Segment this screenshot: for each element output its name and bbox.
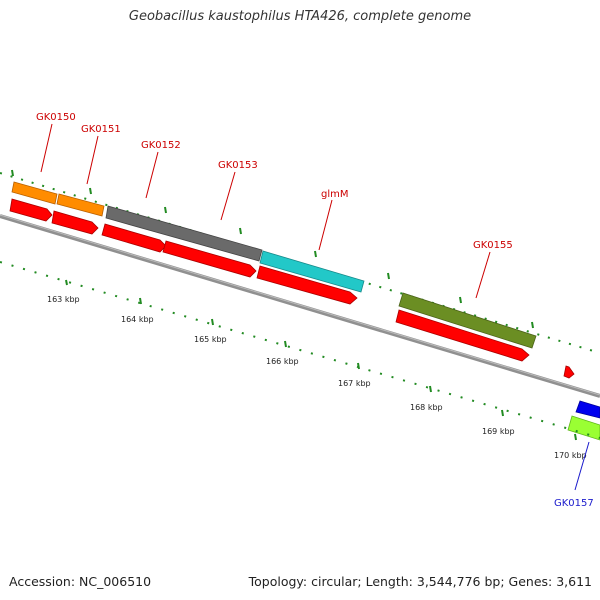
feature-blue-right[interactable] [575,400,600,419]
kbp-label: 169 kbp [482,427,515,436]
gene-label-glmm[interactable]: glmM [321,189,349,200]
gene-labels: GK0150 GK0151 GK0152 GK0153 glmM GK0155 … [36,112,594,509]
cds-arrow-1[interactable] [9,198,53,222]
feature-gk0151[interactable] [56,193,105,217]
gene-label-gk0150[interactable]: GK0150 [36,112,76,123]
gene-label-gk0153[interactable]: GK0153 [218,160,258,171]
kbp-label: 166 kbp [266,357,299,366]
cds-arrow-4[interactable] [162,240,257,278]
gene-label-gk0151[interactable]: GK0151 [81,124,121,135]
kbp-label: 164 kbp [121,315,154,324]
map-title: Geobacillus kaustophilus HTA426, complet… [128,9,472,24]
outer-major-ticks [11,169,534,329]
cds-arrow-6[interactable] [395,309,530,362]
gene-label-gk0157[interactable]: GK0157 [554,498,594,509]
kbp-label: 165 kbp [194,335,227,344]
feature-gk0155[interactable] [398,292,537,349]
feature-gk0157[interactable] [567,415,600,441]
topology-text: Topology: circular; Length: 3,544,776 bp… [248,574,592,589]
accession-text: Accession: NC_006510 [9,574,152,589]
cds-arrows [9,198,575,379]
kbp-label: 163 kbp [47,295,80,304]
feature-gk0150[interactable] [11,181,58,205]
cds-arrow-3[interactable] [101,223,167,253]
cds-arrow-2[interactable] [51,210,99,235]
feature-glmm[interactable] [259,250,365,293]
kbp-label: 170 kbp [554,451,587,460]
inner-major-ticks [65,279,577,441]
gene-label-gk0155[interactable]: GK0155 [473,240,513,251]
cds-arrow-7[interactable] [563,365,575,379]
kbp-labels: 163 kbp 164 kbp 165 kbp 166 kbp 167 kbp … [47,295,587,460]
genome-backbone [0,214,600,398]
kbp-label: 168 kbp [410,403,443,412]
cds-arrow-5[interactable] [256,265,358,305]
feature-gk0152-gk0153[interactable] [105,205,263,262]
inner-tick-ring [0,261,600,439]
gene-leader-lines [40,123,590,491]
kbp-label: 167 kbp [338,379,371,388]
gene-label-gk0152[interactable]: GK0152 [141,140,181,151]
